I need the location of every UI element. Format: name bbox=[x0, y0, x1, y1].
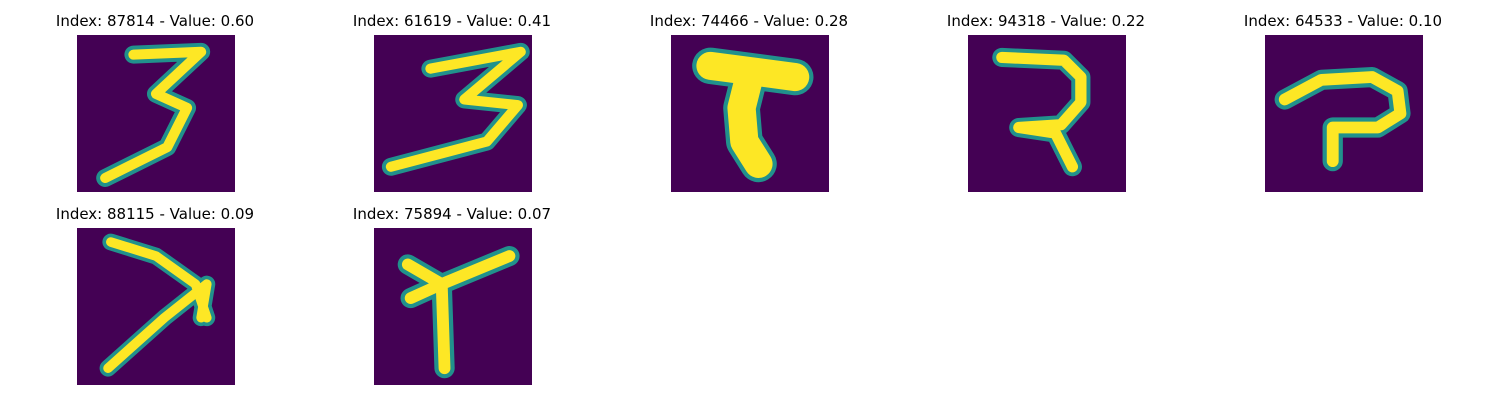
panel-title: Index: 75894 - Value: 0.07 bbox=[352, 205, 552, 223]
panel-3: Index: 74466 - Value: 0.28 bbox=[594, 0, 894, 192]
panel-title: Index: 88115 - Value: 0.09 bbox=[55, 205, 255, 223]
digit-image bbox=[1265, 35, 1423, 192]
digit-image bbox=[968, 35, 1126, 192]
panel-2: Index: 61619 - Value: 0.41 bbox=[297, 0, 597, 192]
panel-title: Index: 94318 - Value: 0.22 bbox=[946, 12, 1146, 30]
panel-title: Index: 87814 - Value: 0.60 bbox=[55, 12, 255, 30]
panel-7: Index: 75894 - Value: 0.07 bbox=[297, 193, 597, 385]
panel-title: Index: 64533 - Value: 0.10 bbox=[1243, 12, 1443, 30]
digit-image bbox=[77, 228, 235, 385]
panel-6: Index: 88115 - Value: 0.09 bbox=[0, 193, 300, 385]
stroke-core bbox=[696, 51, 810, 178]
panel-title: Index: 61619 - Value: 0.41 bbox=[352, 12, 552, 30]
stroke-core bbox=[385, 46, 526, 172]
digit-image bbox=[77, 35, 235, 192]
stroke-core bbox=[1278, 71, 1407, 168]
panel-1: Index: 87814 - Value: 0.60 bbox=[0, 0, 300, 192]
digit-image bbox=[374, 228, 532, 385]
digit-image bbox=[671, 35, 829, 192]
panel-title: Index: 74466 - Value: 0.28 bbox=[649, 12, 849, 30]
stroke-core bbox=[996, 51, 1087, 173]
stroke-core bbox=[401, 250, 516, 375]
panel-5: Index: 64533 - Value: 0.10 bbox=[1188, 0, 1488, 192]
stroke-core bbox=[100, 46, 207, 184]
stroke-core bbox=[103, 237, 212, 373]
panel-4: Index: 94318 - Value: 0.22 bbox=[891, 0, 1191, 192]
digit-image bbox=[374, 35, 532, 192]
